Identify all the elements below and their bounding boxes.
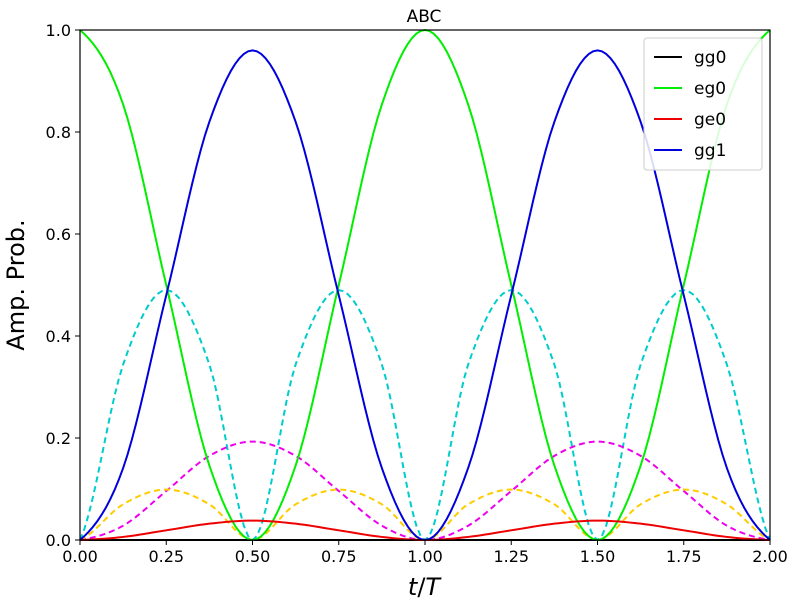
x-tick-label: 0.50 [235,547,271,566]
legend-item-eg0: eg0 [654,79,726,99]
x-tick-label: 1.00 [407,547,443,566]
legend-item-ge0: ge0 [654,110,726,130]
legend-label: eg0 [694,79,726,99]
ticks-layer: 0.00 0.25 0.50 0.75 1.00 1.25 1.50 1.75 2.00 0.0 0… [46,21,788,566]
y-tick-label: 1.0 [46,21,71,40]
y-tick-label: 0.6 [46,225,71,244]
y-tick-label: 0.0 [46,531,71,550]
legend-item-gg1: gg1 [654,141,726,161]
x-tick-label: 0.75 [321,547,357,566]
x-axis-label: t/T [408,573,443,600]
x-tick-label: 1.75 [666,547,702,566]
y-tick-label: 0.4 [46,327,71,346]
legend-box [643,37,763,171]
y-tick-label: 0.2 [46,429,71,448]
legend-label: gg0 [694,48,726,68]
x-tick-label: 2.00 [752,547,788,566]
series-line-dashed-5 [79,440,771,542]
y-tick-label: 0.8 [46,123,71,142]
x-tick-label: 1.50 [580,547,616,566]
y-axis-label: Amp. Prob. [2,219,30,350]
series-line-dashed-6 [79,488,771,542]
legend: gg0 eg0 ge0 gg1 [643,37,763,171]
legend-label: gg1 [694,141,726,161]
x-tick-label: 0.25 [148,547,184,566]
legend-item-gg0: gg0 [654,48,726,68]
x-tick-label: 0.00 [62,547,98,566]
series-line-ge0 [79,519,771,542]
series-line-dashed-4 [79,289,771,542]
chart-title: ABC [407,7,442,27]
x-tick-label: 1.25 [493,547,529,566]
legend-label: ge0 [694,110,726,130]
